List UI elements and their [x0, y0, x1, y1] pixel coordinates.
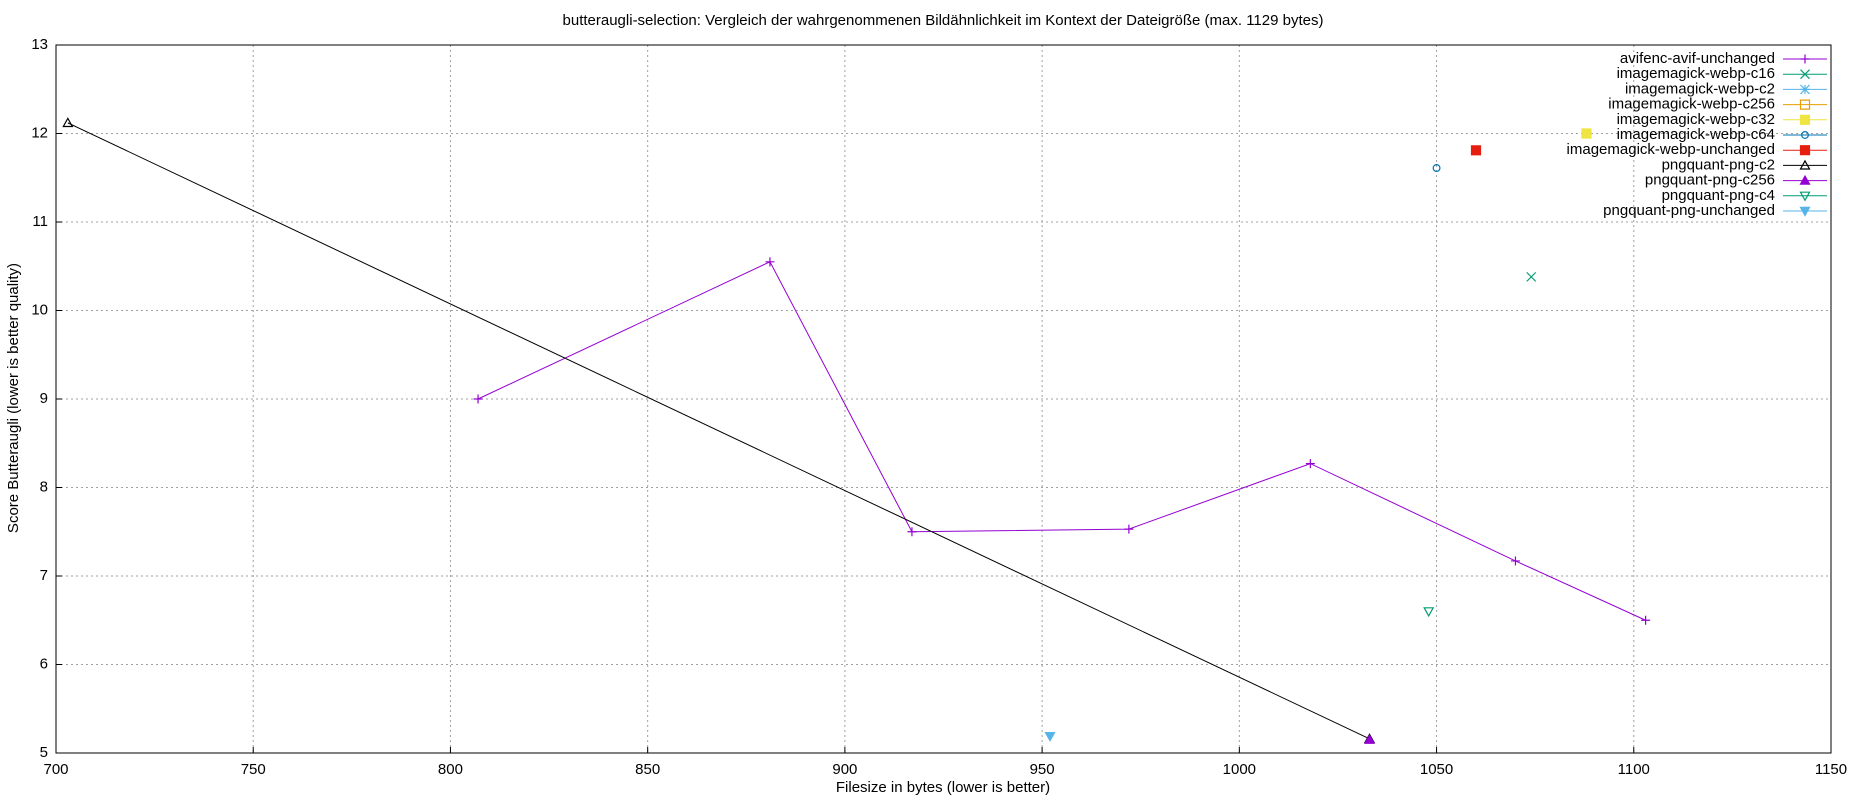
- y-axis-label: Score Butteraugli (lower is better quali…: [5, 263, 22, 533]
- marker: [62, 117, 74, 128]
- legend-marker: [1799, 174, 1811, 185]
- marker: [1526, 271, 1537, 282]
- x-tick-label: 1150: [1815, 761, 1847, 778]
- marker: [1432, 164, 1441, 172]
- marker: [1470, 145, 1482, 156]
- legend-label: imagemagick-webp-c64: [1617, 126, 1775, 143]
- y-tick-label: 8: [40, 478, 48, 495]
- legend-marker: [1799, 206, 1811, 217]
- x-tick-label: 950: [1030, 761, 1055, 778]
- y-tick-label: 6: [40, 655, 48, 672]
- x-tick-label: 900: [832, 761, 857, 778]
- x-tick-label: 850: [635, 761, 660, 778]
- y-tick-label: 10: [31, 301, 48, 318]
- legend-marker: [1799, 159, 1811, 170]
- legend-label: pngquant-png-c256: [1645, 172, 1775, 189]
- legend-label: pngquant-png-unchanged: [1603, 202, 1775, 219]
- x-axis-label: Filesize in bytes (lower is better): [836, 779, 1050, 796]
- legend-marker: [1800, 84, 1810, 95]
- marker: [1641, 615, 1651, 625]
- legend-marker: [1800, 54, 1810, 64]
- marker: [1423, 607, 1435, 618]
- y-tick-label: 5: [40, 744, 48, 761]
- marker: [1510, 556, 1520, 566]
- marker: [1305, 459, 1315, 469]
- chart-title: butteraugli-selection: Vergleich der wah…: [563, 12, 1324, 29]
- y-tick-label: 13: [31, 36, 48, 53]
- x-tick-label: 800: [438, 761, 463, 778]
- marker: [1581, 128, 1592, 139]
- legend-label: imagemagick-webp-c16: [1617, 65, 1775, 82]
- legend-marker: [1799, 99, 1811, 110]
- legend-label: pngquant-png-c2: [1662, 156, 1775, 173]
- x-tick-label: 700: [43, 761, 68, 778]
- marker: [1124, 524, 1134, 534]
- y-tick-label: 12: [31, 124, 48, 141]
- legend-label: avifenc-avif-unchanged: [1620, 50, 1775, 67]
- marker: [1044, 731, 1056, 742]
- x-tick-label: 1000: [1223, 761, 1256, 778]
- marker: [473, 394, 483, 404]
- legend-marker: [1800, 69, 1810, 80]
- legend-label: imagemagick-webp-c256: [1608, 96, 1775, 113]
- y-tick-label: 7: [40, 567, 48, 584]
- x-tick-label: 1100: [1618, 761, 1650, 778]
- y-tick-label: 9: [40, 390, 48, 407]
- legend-marker: [1799, 114, 1811, 125]
- legend-label: imagemagick-webp-c2: [1625, 80, 1775, 97]
- y-tick-label: 11: [32, 213, 48, 230]
- legend-label: imagemagick-webp-c32: [1617, 111, 1775, 128]
- legend-marker: [1799, 191, 1811, 202]
- marker: [765, 257, 775, 267]
- x-tick-label: 1050: [1420, 761, 1453, 778]
- legend-marker: [1801, 131, 1809, 139]
- legend-label: pngquant-png-c4: [1662, 187, 1775, 204]
- legend-marker: [1799, 145, 1811, 156]
- plot-frame: [55, 44, 1832, 754]
- marker: [1363, 733, 1376, 744]
- legend-label: imagemagick-webp-unchanged: [1567, 141, 1775, 158]
- series-line: [67, 122, 1370, 740]
- marker: [907, 527, 917, 537]
- x-tick-label: 750: [241, 761, 266, 778]
